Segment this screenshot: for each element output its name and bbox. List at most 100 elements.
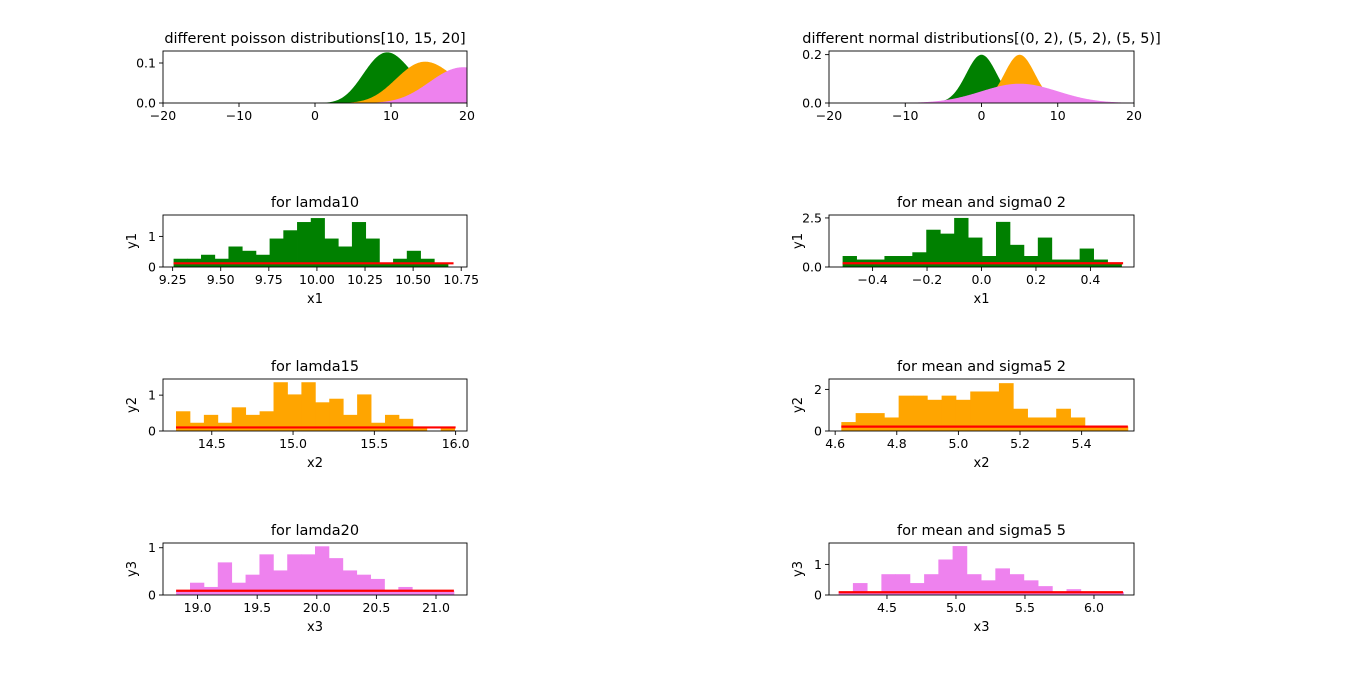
- x-tick-label: −0.4: [857, 272, 887, 287]
- histogram-bar-2: [203, 414, 219, 431]
- chart-title: different poisson distributions[10, 15, …: [164, 31, 465, 47]
- histogram-bar-0: [838, 591, 854, 595]
- histogram-bar-19: [440, 590, 455, 595]
- histogram-bar-8: [283, 230, 298, 267]
- histogram-bar-15: [379, 263, 394, 267]
- chart-title: for mean and sigma0 2: [897, 195, 1066, 211]
- x-tick-label: −20: [150, 108, 176, 123]
- histogram-bar-6: [259, 411, 274, 431]
- x-tick-label: 10.00: [299, 272, 335, 287]
- y-tick-label: 0.0: [802, 260, 822, 275]
- x-tick-label: 20.5: [362, 600, 390, 615]
- axes-frame: [162, 378, 468, 432]
- histogram-bar-2: [201, 254, 216, 267]
- histogram-bar-5: [245, 414, 260, 431]
- histogram-bar-12: [342, 570, 358, 595]
- histogram-bar-11: [995, 568, 1010, 595]
- histogram-bar-17: [412, 427, 428, 431]
- y-tick-label: 0.0: [802, 96, 822, 111]
- histogram-bar-1: [852, 583, 868, 595]
- x-tick-label: 5.4: [1072, 436, 1092, 451]
- y-tick-label: 0.0: [136, 96, 156, 111]
- y-tick-label: 1: [148, 388, 156, 403]
- chart-title: for lamda10: [271, 195, 359, 211]
- x-tick-label: 0: [311, 108, 319, 123]
- chart-title: different normal distributions[(0, 2), (…: [802, 31, 1161, 47]
- x-tick-label: 15.0: [279, 436, 307, 451]
- histogram-bar-4: [231, 582, 246, 595]
- x-axis-label: x2: [307, 456, 323, 471]
- x-tick-label: 0: [978, 108, 986, 123]
- histogram-bar-8: [287, 394, 302, 431]
- histogram-bar-2: [869, 413, 885, 431]
- x-axis-label: x1: [974, 292, 990, 307]
- y-tick-label: 1: [814, 557, 822, 572]
- histogram-bar-19: [1107, 263, 1122, 267]
- histogram-bar-6: [926, 229, 941, 267]
- histogram-bar-7: [273, 570, 288, 595]
- histogram-bar-12: [1009, 244, 1025, 267]
- histogram-bar-5: [242, 250, 257, 267]
- histogram-bar-7: [269, 238, 284, 267]
- x-tick-label: 6.0: [1084, 600, 1104, 615]
- density-area-2: [163, 67, 467, 103]
- x-tick-label: 10: [1050, 108, 1066, 123]
- x-tick-label: 10.75: [443, 272, 479, 287]
- histogram-bar-10: [315, 402, 330, 431]
- histogram-bar-15: [1052, 591, 1067, 595]
- histogram-bar-9: [297, 222, 312, 267]
- histogram-bar-13: [351, 222, 367, 267]
- x-tick-label: 5.0: [948, 436, 968, 451]
- histogram-bar-7: [938, 559, 953, 595]
- y-tick-label: 0: [148, 588, 156, 603]
- histogram-bar-15: [384, 590, 399, 595]
- y-axis-label: y3: [125, 561, 140, 577]
- x-tick-label: 4.6: [825, 436, 845, 451]
- histogram-bar-8: [954, 217, 969, 267]
- axes-frame: [828, 378, 1135, 432]
- x-tick-label: 9.75: [255, 272, 283, 287]
- x-tick-label: 20: [459, 108, 475, 123]
- histogram-bar-8: [955, 399, 971, 431]
- histogram-bar-19: [1109, 591, 1124, 595]
- x-tick-label: 14.5: [198, 436, 226, 451]
- histogram-bar-3: [884, 256, 899, 267]
- density-area-2: [829, 83, 1134, 103]
- histogram-bar-9: [966, 574, 982, 595]
- y-tick-label: 2: [814, 382, 822, 397]
- x-tick-label: −0.2: [912, 272, 942, 287]
- x-tick-label: 0.0: [972, 272, 992, 287]
- histogram-bar-3: [884, 417, 900, 431]
- x-tick-label: 5.2: [1010, 436, 1030, 451]
- histogram-bar-14: [1041, 417, 1057, 431]
- x-tick-label: 16.0: [442, 436, 470, 451]
- histogram-bar-4: [895, 574, 911, 595]
- x-axis-label: x1: [307, 292, 323, 307]
- histogram-bar-7: [273, 382, 288, 431]
- x-axis-label: x3: [307, 620, 323, 635]
- histogram-bar-12: [338, 246, 353, 267]
- axes-frame: [162, 214, 468, 268]
- x-tick-label: 15.5: [360, 436, 388, 451]
- histogram-bar-16: [398, 418, 414, 431]
- histogram-bar-7: [941, 395, 957, 431]
- histogram-bar-18: [1099, 426, 1114, 431]
- histogram-bar-13: [1023, 256, 1039, 267]
- x-axis-label: x3: [974, 620, 990, 635]
- histogram-bar-8: [952, 546, 968, 595]
- chart-title: for lamda15: [271, 359, 359, 375]
- histogram-bar-5: [912, 252, 927, 267]
- histogram-bar-17: [406, 250, 421, 267]
- histogram-bar-11: [329, 398, 344, 431]
- histogram-bar-12: [1013, 408, 1028, 431]
- y-tick-label: 0: [814, 424, 822, 439]
- x-tick-label: 0.4: [1080, 272, 1100, 287]
- histogram-bar-4: [898, 256, 913, 267]
- histogram-bar-17: [1084, 426, 1100, 431]
- histogram-bar-16: [1070, 417, 1086, 431]
- x-tick-label: 4.8: [887, 436, 907, 451]
- histogram-bar-17: [412, 590, 427, 595]
- histogram-bar-19: [434, 263, 449, 267]
